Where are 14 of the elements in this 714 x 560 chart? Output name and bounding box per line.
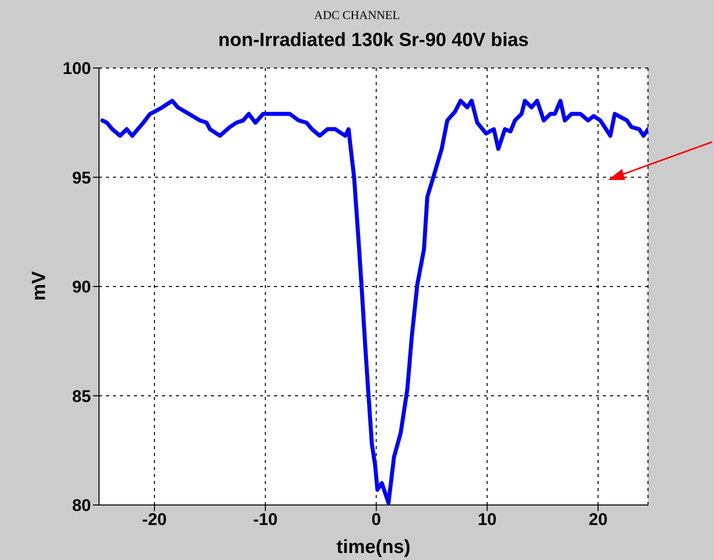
x-tick-label: -20 [142,510,167,530]
y-axis-title: mV [28,270,51,303]
y-tick-label: 90 [72,278,91,297]
x-axis-title: time(ns) [336,537,412,559]
x-tick-label: 20 [588,510,608,530]
x-tick-label: 0 [372,510,382,530]
y-tick-label: 100 [62,59,91,78]
y-tick-label: 95 [72,168,91,188]
chart-subtitle: non-Irradiated 130k Sr-90 40V bias [217,30,530,52]
chart-title: ADC CHANNEL [313,8,401,23]
y-tick-label: 85 [72,386,91,406]
x-tick-label: -10 [253,510,278,530]
x-tick-label: 10 [478,510,497,530]
y-tick-label: 80 [72,496,91,516]
